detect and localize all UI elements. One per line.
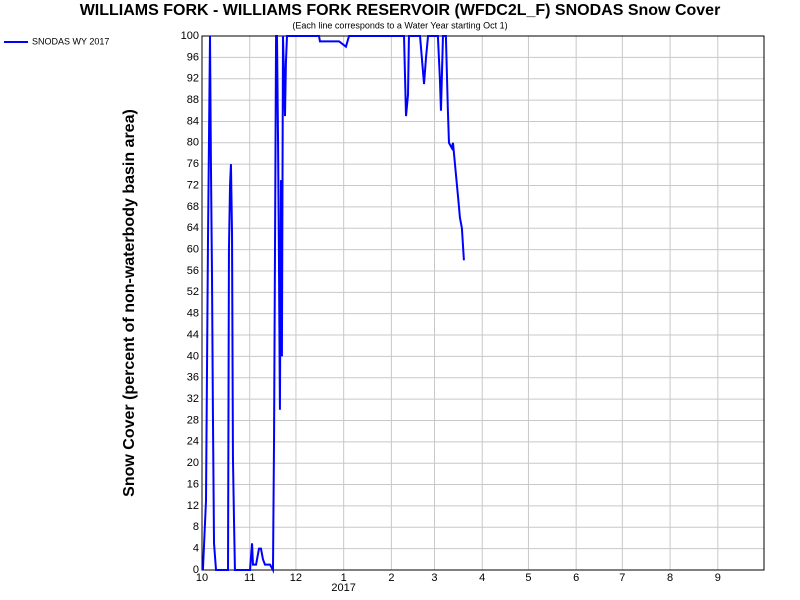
y-tick-label: 84 (187, 115, 199, 127)
x-tick-label: 12 (290, 572, 302, 584)
legend-label: SNODAS WY 2017 (32, 36, 109, 46)
y-tick-label: 32 (187, 393, 199, 405)
y-tick-label: 88 (187, 94, 199, 106)
chart-subtitle: (Each line corresponds to a Water Year s… (292, 20, 507, 30)
plot-frame (201, 35, 765, 571)
x-tick-label: 8 (667, 572, 673, 584)
x-tick-label: 2 (388, 572, 394, 584)
y-tick-label: 40 (187, 350, 199, 362)
y-tick-label: 68 (187, 201, 199, 213)
y-tick-label: 72 (187, 179, 199, 191)
x-tick-label: 11 (244, 572, 255, 584)
y-tick-label: 60 (187, 244, 199, 256)
y-tick-label: 4 (193, 543, 199, 555)
y-tick-label: 52 (187, 286, 199, 298)
y-tick-label: 44 (187, 329, 199, 341)
x-tick-label: 4 (479, 572, 485, 584)
y-tick-label: 92 (187, 73, 199, 85)
y-tick-label: 36 (187, 372, 199, 384)
y-tick-label: 64 (187, 222, 199, 234)
y-tick-label: 48 (187, 308, 199, 320)
y-tick-label: 12 (187, 500, 199, 512)
y-tick-label: 96 (187, 51, 199, 63)
x-tick-label: 9 (715, 572, 721, 584)
y-tick-label: 20 (187, 457, 199, 469)
y-tick-label: 24 (187, 436, 199, 448)
y-axis-label: Snow Cover (percent of non-waterbody bas… (121, 109, 138, 497)
y-tick-label: 76 (187, 158, 199, 170)
x-tick-label: 5 (525, 572, 531, 584)
x-tick-label: 1 (341, 572, 347, 584)
y-tick-label: 28 (187, 414, 199, 426)
x-tick-label: 6 (573, 572, 579, 584)
y-tick-label: 0 (193, 564, 199, 576)
x-tick-label: 7 (619, 572, 625, 584)
x-tick-label: 3 (431, 572, 437, 584)
y-tick-label: 16 (187, 478, 199, 490)
x-year-label: 2017 (331, 582, 355, 594)
chart-title: WILLIAMS FORK - WILLIAMS FORK RESERVOIR … (80, 2, 721, 19)
data-line (201, 35, 465, 574)
y-tick-label: 8 (193, 521, 199, 533)
y-tick-label: 80 (187, 137, 199, 149)
y-tick-label: 56 (187, 265, 199, 277)
x-tick-label: 10 (196, 572, 208, 584)
y-tick-label: 100 (181, 30, 199, 42)
